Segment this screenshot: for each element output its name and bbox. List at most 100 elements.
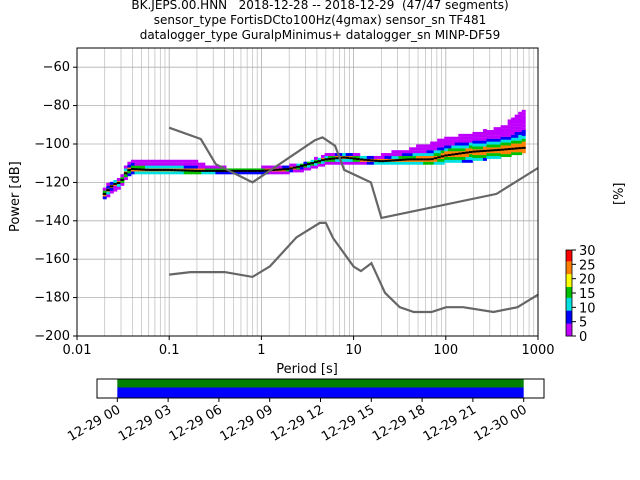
ppsd-cell: [472, 154, 477, 158]
ppsd-cell: [451, 136, 456, 140]
ppsd-cell: [497, 130, 502, 134]
ppsd-cell: [169, 162, 174, 166]
ppsd-cell: [116, 183, 121, 187]
colorbar-segment: [566, 333, 572, 337]
ppsd-cell: [440, 141, 445, 145]
ppsd-cell: [472, 140, 477, 144]
colorbar-segment: [566, 282, 572, 285]
ppsd-mode-cell: [134, 168, 139, 171]
ppsd-cell: [190, 171, 195, 175]
ppsd-mode-cell: [377, 160, 382, 163]
ppsd-cell: [176, 165, 181, 169]
ppsd-cell: [511, 117, 516, 121]
ppsd-mode-cell: [472, 150, 477, 153]
ppsd-cell: [296, 169, 301, 173]
ppsd-cell: [370, 161, 375, 165]
ppsd-cell: [423, 155, 428, 159]
ppsd-cell: [479, 157, 484, 161]
ppsd-cell: [440, 150, 445, 154]
y-tick-label: −80: [43, 99, 70, 114]
ppsd-mode-cell: [391, 159, 396, 162]
ppsd-cell: [211, 171, 216, 175]
ppsd-cell: [137, 171, 142, 175]
ppsd-cell: [521, 115, 526, 119]
ppsd-cell: [145, 162, 150, 166]
ppsd-cell: [440, 147, 445, 151]
ppsd-cell: [123, 168, 128, 172]
ppsd-cell: [504, 133, 509, 137]
ppsd-cell: [426, 150, 431, 154]
ppsd-cell: [356, 155, 361, 159]
ppsd-cell: [398, 150, 403, 154]
ppsd-cell: [433, 153, 438, 157]
ppsd-cell: [183, 165, 188, 169]
ppsd-cell: [324, 155, 329, 159]
ppsd-mode-cell: [328, 157, 333, 160]
ppsd-cell: [204, 165, 209, 169]
ppsd-mode-cell: [461, 152, 466, 155]
ppsd-cell: [507, 128, 512, 132]
colorbar-segment: [566, 271, 572, 275]
ppsd-cell: [102, 187, 107, 191]
colorbar-segment: [566, 312, 572, 315]
ppsd-mode-cell: [162, 168, 167, 171]
ppsd-cell: [490, 138, 495, 142]
ppsd-cell: [162, 162, 167, 166]
ppsd-cell: [497, 138, 502, 142]
ppsd-cell: [215, 165, 220, 169]
ppsd-cell: [120, 182, 125, 186]
ppsd-cell: [458, 136, 463, 140]
ppsd-cell: [504, 142, 509, 146]
ppsd-cell: [511, 152, 516, 156]
colorbar-segment: [566, 260, 572, 264]
ppsd-cell: [507, 125, 512, 129]
ppsd-cell: [465, 145, 470, 149]
ppsd-cell: [324, 161, 329, 165]
ppsd-mode-cell: [331, 157, 336, 160]
ppsd-cell: [482, 152, 487, 156]
ppsd-cell: [468, 154, 473, 158]
ppsd-cell: [479, 143, 484, 147]
ppsd-cell: [391, 150, 396, 154]
ppsd-mode-cell: [236, 169, 241, 172]
ppsd-mode-cell: [127, 169, 132, 172]
ppsd-cell: [194, 159, 199, 163]
ppsd-cell: [490, 144, 495, 148]
ppsd-cell: [514, 137, 519, 141]
ppsd-cell: [394, 155, 399, 159]
ppsd-cell: [440, 144, 445, 148]
ppsd-cell: [451, 151, 456, 155]
ppsd-cell: [173, 171, 178, 175]
ppsd-cell: [352, 155, 357, 159]
ppsd-mode-cell: [109, 185, 114, 188]
ppsd-cell: [180, 162, 185, 166]
ppsd-cell: [521, 132, 526, 136]
ppsd-cell: [461, 136, 466, 140]
ppsd-mode-cell: [102, 192, 107, 195]
ppsd-cell: [173, 159, 178, 163]
ppsd-cell: [134, 159, 139, 163]
ppsd-cell: [521, 124, 526, 128]
ppsd-mode-cell: [426, 158, 431, 161]
ppsd-cell: [380, 155, 385, 159]
ppsd-cell: [475, 154, 480, 158]
ppsd-cell: [377, 155, 382, 159]
ppsd-cell: [303, 161, 308, 165]
ppsd-cell: [497, 150, 502, 154]
ppsd-cell: [102, 190, 107, 194]
ppsd-cell: [391, 161, 396, 165]
ppsd-cell: [292, 169, 297, 173]
ppsd-cell: [518, 126, 523, 130]
ppsd-cell: [127, 173, 132, 177]
ppsd-mode-cell: [120, 178, 125, 181]
ppsd-cell: [479, 154, 484, 158]
ppsd-cell: [497, 141, 502, 145]
y-tick-label: −200: [34, 329, 70, 344]
ppsd-cell: [130, 171, 135, 175]
ppsd-cell: [113, 185, 118, 189]
ppsd-cell: [208, 171, 213, 175]
ppsd-cell: [507, 130, 512, 134]
ppsd-cell: [166, 171, 171, 175]
ppsd-cell: [152, 162, 157, 166]
